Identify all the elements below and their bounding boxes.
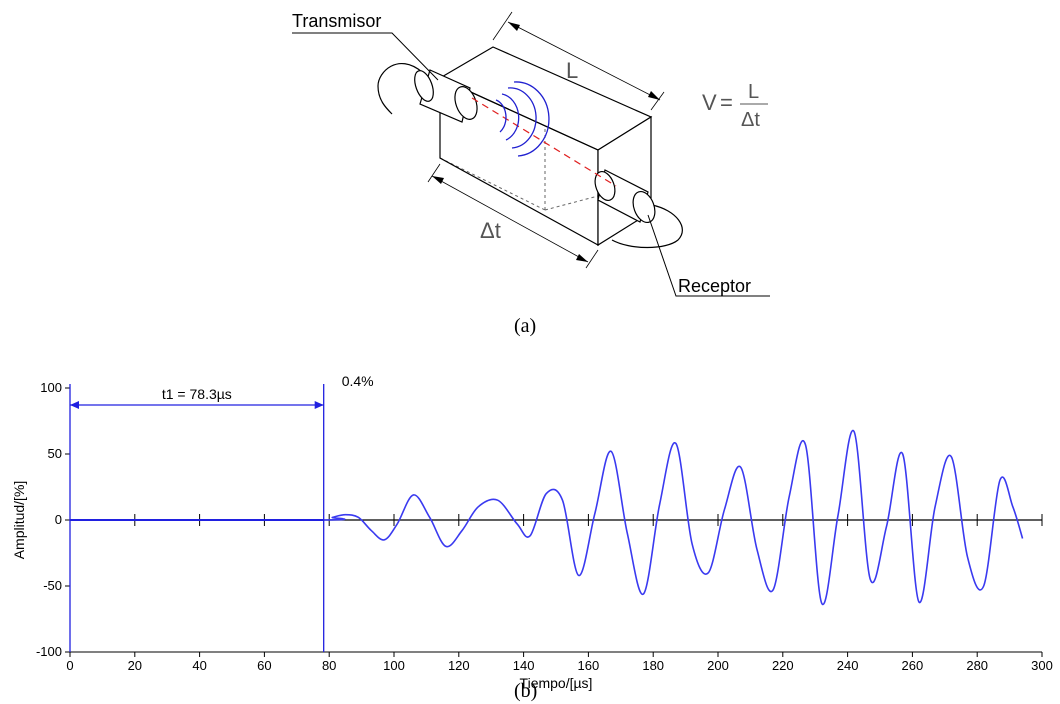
caption-a: (a) <box>514 315 536 337</box>
formula-numerator: L <box>748 81 759 103</box>
chart-ticks: 0 20 40 60 80 100 120 140 160 180 200 220 240 260 280 3… <box>36 380 1053 673</box>
transmitter-label: Transmisor <box>292 11 381 31</box>
formula-equals: = <box>720 90 733 115</box>
formula-denominator: Δt <box>741 109 760 131</box>
y-tick-label: 100 <box>40 380 62 395</box>
x-tick-label: 160 <box>578 658 600 673</box>
length-extension-2 <box>650 91 665 111</box>
box-hidden-edges <box>439 115 599 211</box>
receiver-cable <box>611 204 683 249</box>
transmitter-cable <box>377 63 423 115</box>
length-arrow-end <box>648 91 660 100</box>
x-tick-label: 100 <box>383 658 405 673</box>
chart-axes <box>69 384 1042 653</box>
chart-series-layer <box>69 429 1024 606</box>
propagation-path <box>471 97 617 187</box>
x-tick-label: 240 <box>837 658 859 673</box>
ultrasonic-diagram: L Δt Transmisor Receptor V = L Δt (a) <box>292 11 770 337</box>
y-tick-label: -100 <box>36 644 62 659</box>
x-tick-label: 20 <box>128 658 142 673</box>
y-tick-label: -50 <box>43 578 62 593</box>
interval-arrow-left <box>70 401 79 409</box>
x-tick-label: 0 <box>66 658 73 673</box>
time-arrow-end <box>576 254 588 262</box>
x-tick-label: 200 <box>707 658 729 673</box>
transmitter-leader <box>292 32 439 81</box>
x-axis-title: Tiempo/[µs] <box>520 675 593 691</box>
x-tick-label: 40 <box>192 658 206 673</box>
y-axis-title: Amplitud/[%] <box>11 481 27 560</box>
receiver-leader <box>647 214 770 297</box>
wavefront-icon <box>495 81 550 157</box>
receiver-label: Receptor <box>678 276 751 296</box>
signal-chart: 0 20 40 60 80 100 120 140 160 180 200 220 240 260 280 3… <box>11 373 1053 702</box>
time-extension-1 <box>427 163 441 183</box>
cursor-time-label: t1 = 78.3µs <box>162 386 232 402</box>
x-tick-label: 300 <box>1031 658 1053 673</box>
length-extension-1 <box>492 11 513 41</box>
x-tick-label: 140 <box>513 658 535 673</box>
time-extension-2 <box>585 249 599 269</box>
velocity-formula: V = L Δt <box>702 81 768 131</box>
y-tick-label: 0 <box>55 512 62 527</box>
x-tick-label: 220 <box>772 658 794 673</box>
length-label: L <box>566 58 578 83</box>
y-tick-label: 50 <box>48 446 62 461</box>
time-arrow-start <box>432 176 444 184</box>
time-label: Δt <box>480 218 501 243</box>
x-tick-label: 280 <box>966 658 988 673</box>
length-dimension-line <box>507 21 661 101</box>
interval-arrow-right <box>314 401 324 409</box>
chart-marker-layer <box>69 384 325 652</box>
x-tick-label: 120 <box>448 658 470 673</box>
caption-b: (b) <box>514 680 537 702</box>
threshold-label: 0.4% <box>342 373 374 389</box>
signal-series-line-0 <box>69 429 1024 606</box>
x-tick-label: 260 <box>902 658 924 673</box>
length-arrow-start <box>508 22 520 31</box>
time-dimension-line <box>431 175 589 263</box>
x-tick-label: 80 <box>322 658 336 673</box>
formula-lhs: V <box>702 90 717 115</box>
x-tick-label: 180 <box>642 658 664 673</box>
x-tick-label: 60 <box>257 658 271 673</box>
